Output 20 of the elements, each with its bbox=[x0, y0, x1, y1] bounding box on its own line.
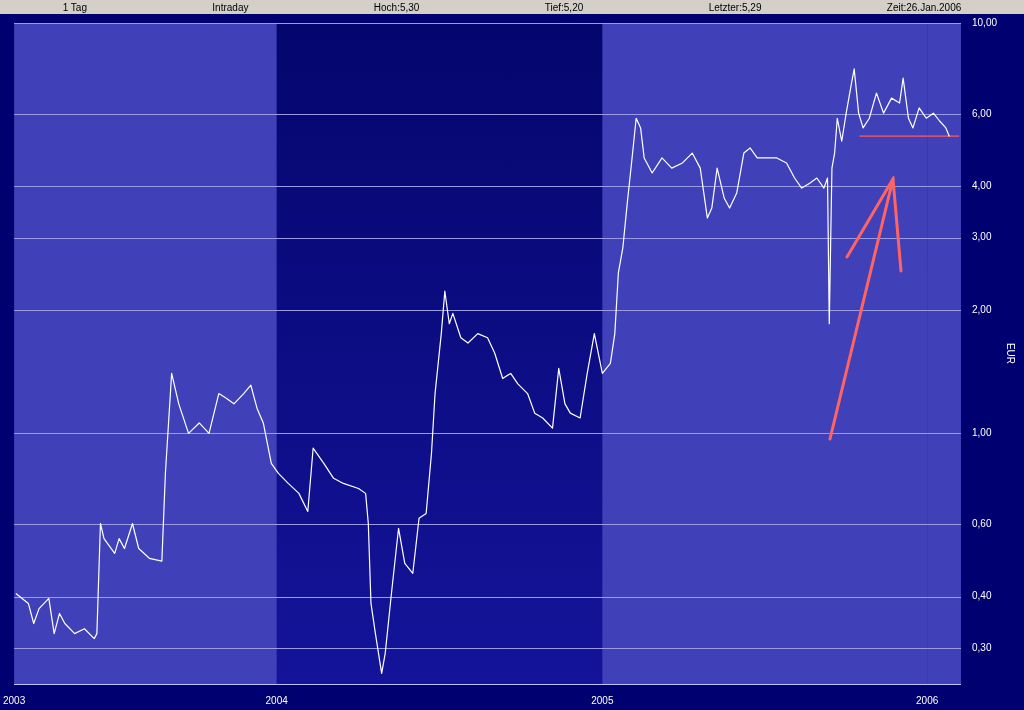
y-tick-label: 0,30 bbox=[971, 641, 992, 653]
x-tick-label: 2004 bbox=[265, 694, 289, 706]
y-tick-label: 0,60 bbox=[971, 518, 992, 530]
y-axis-title: EUR bbox=[1005, 342, 1017, 365]
text: Letzter:5,29 bbox=[708, 1, 762, 13]
y-tick-label: 1,00 bbox=[971, 427, 992, 439]
text: Zeit:26.Jan.2006 bbox=[886, 1, 962, 13]
y-tick-label: 3,00 bbox=[971, 231, 992, 243]
y-tick-label: 10,00 bbox=[971, 16, 998, 28]
x-tick-label: 2005 bbox=[591, 694, 614, 706]
text: Tief:5,20 bbox=[544, 1, 584, 13]
y-tick-label: 6,00 bbox=[971, 107, 992, 119]
text: Hoch:5,30 bbox=[373, 1, 420, 13]
text: 1 Tag bbox=[62, 1, 87, 13]
y-tick-label: 4,00 bbox=[971, 180, 992, 192]
x-tick-label: 2003 bbox=[3, 694, 26, 706]
text: Intraday bbox=[212, 1, 249, 13]
y-tick-label: 2,00 bbox=[971, 303, 992, 315]
x-tick-label: 2006 bbox=[916, 694, 939, 706]
y-tick-label: 0,40 bbox=[971, 590, 992, 602]
